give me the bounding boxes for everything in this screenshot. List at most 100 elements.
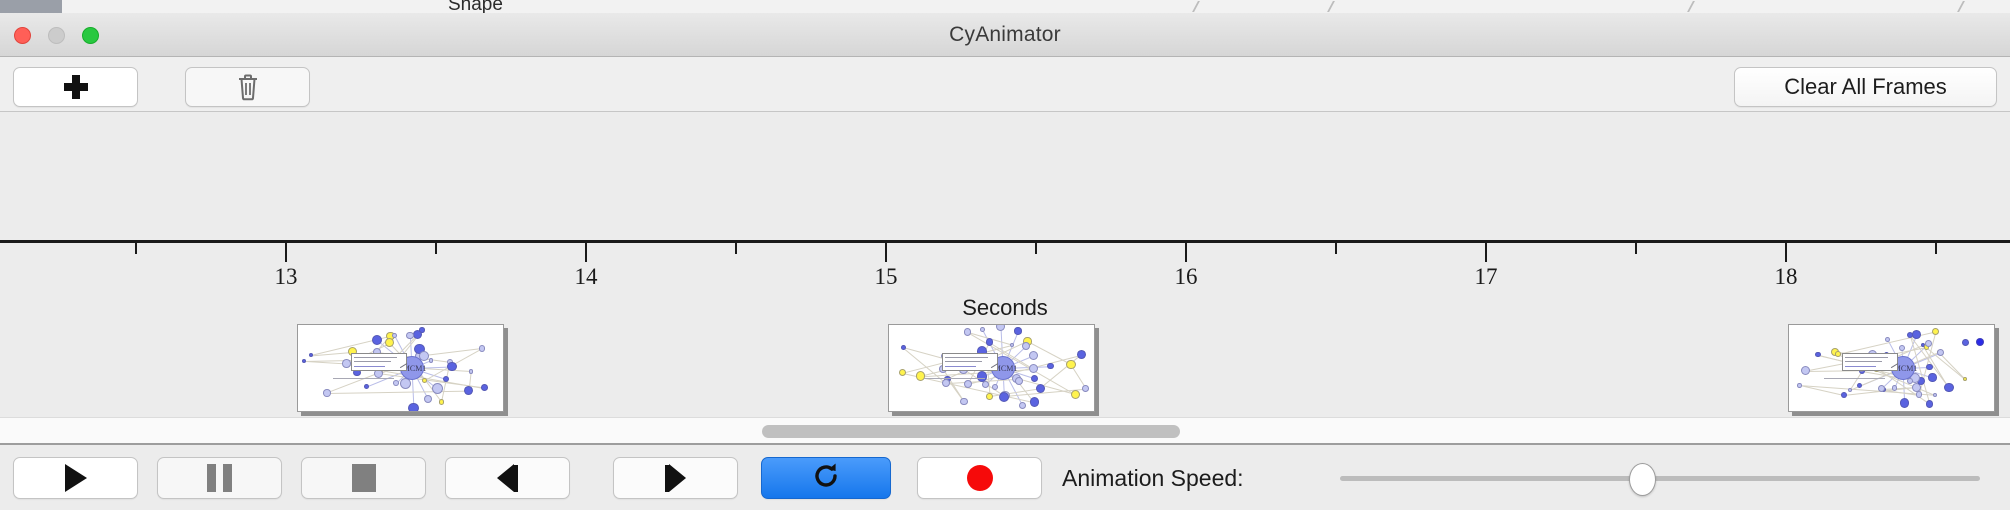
network-node — [464, 386, 474, 395]
axis-tick-label: 14 — [574, 264, 598, 289]
zoom-button[interactable] — [82, 27, 99, 44]
clear-all-frames-button[interactable]: Clear All Frames — [1734, 67, 1997, 107]
axis-tick-label: 17 — [1474, 264, 1498, 289]
network-node — [391, 332, 397, 338]
network-node — [478, 345, 486, 352]
network-node — [1814, 351, 1821, 358]
close-button[interactable] — [14, 27, 31, 44]
background-cell — [716, 0, 977, 13]
network-node — [1077, 350, 1086, 360]
plus-icon — [63, 74, 89, 100]
network-node — [412, 329, 423, 339]
network-node — [1928, 373, 1937, 382]
play-button[interactable] — [13, 457, 138, 499]
network-node — [419, 351, 430, 362]
timeline-panel[interactable]: MCM1 MCM1 MCM1 12 13 14 15 16 17 18 Seconds — [0, 112, 2010, 417]
loop-button[interactable] — [761, 457, 891, 499]
background-cell — [1396, 0, 1607, 13]
network-node — [1066, 359, 1076, 370]
network-node — [1931, 327, 1940, 336]
axis-tick-major — [1785, 243, 1787, 262]
keyframe-thumbnail[interactable]: MCM1 — [888, 324, 1095, 412]
pause-icon — [207, 464, 232, 492]
network-node — [1841, 392, 1847, 399]
background-cell — [1806, 0, 2010, 13]
animation-speed-slider[interactable] — [1340, 457, 1980, 499]
network-node — [1021, 341, 1031, 350]
network-node — [428, 357, 434, 363]
axis-tick-label: 18 — [1774, 264, 1798, 289]
axis-tick-minor — [1335, 243, 1337, 254]
annotation-text-line — [1845, 365, 1877, 367]
network-node — [963, 327, 972, 336]
network-node — [982, 380, 990, 389]
network-node — [1912, 330, 1921, 340]
network-node — [308, 352, 314, 358]
loop-icon — [811, 461, 841, 496]
network-node — [1047, 363, 1054, 370]
network-node — [1028, 363, 1039, 374]
network-node — [468, 368, 474, 374]
network-node — [1847, 387, 1853, 392]
network-node — [422, 377, 428, 383]
playback-controls: Animation Speed: — [0, 447, 2010, 510]
annotation-text-line — [354, 365, 386, 367]
network-node — [1030, 374, 1039, 382]
network-hub-label: MCM1 — [1893, 364, 1918, 373]
network-node — [1898, 344, 1905, 351]
background-cell — [62, 0, 101, 13]
axis-tick-label: 15 — [874, 264, 898, 289]
delete-frame-button[interactable] — [185, 67, 310, 107]
annotation-text-line — [354, 356, 398, 358]
axis-tick-major — [1185, 243, 1187, 262]
timeline-scrollbar-thumb[interactable] — [762, 425, 1180, 438]
add-frame-button[interactable] — [13, 67, 138, 107]
keyframe-thumbnail[interactable]: MCM1 — [297, 324, 504, 412]
network-node — [1070, 389, 1080, 399]
network-node — [986, 392, 994, 400]
slider-track[interactable] — [1340, 476, 1980, 481]
network-node — [1014, 376, 1024, 386]
stop-button[interactable] — [301, 457, 426, 499]
annotation-caption-line — [332, 377, 395, 379]
minimize-button[interactable] — [48, 27, 65, 44]
axis-tick-label: 13 — [274, 264, 298, 289]
skip-to-start-button[interactable] — [445, 457, 570, 499]
axis-tick-major — [1485, 243, 1487, 262]
annotation-caption-line — [923, 377, 986, 379]
record-button[interactable] — [917, 457, 1042, 499]
network-node — [393, 380, 399, 386]
skip-to-end-button[interactable] — [613, 457, 738, 499]
network-node — [1885, 337, 1891, 343]
network-node — [342, 359, 351, 368]
annotation-text-line — [1845, 361, 1883, 363]
background-window-strip: Shape — [0, 0, 2010, 14]
network-node — [1029, 397, 1040, 407]
network-node — [371, 334, 382, 345]
clear-all-frames-label: Clear All Frames — [1784, 74, 1947, 99]
frame-toolbar: Clear All Frames — [0, 57, 2010, 112]
network-node — [1028, 351, 1038, 361]
keyframe-network-image: MCM1 — [1789, 325, 1994, 411]
annotation-text-line — [1845, 356, 1889, 358]
axis-tick-label: 16 — [1174, 264, 1198, 289]
axis-tick-minor — [435, 243, 437, 254]
network-node — [439, 399, 445, 405]
network-node — [1082, 384, 1090, 392]
network-node — [1835, 351, 1841, 357]
network-node — [899, 369, 907, 377]
network-node — [364, 384, 370, 389]
network-node — [1878, 384, 1886, 392]
skip-to-start-icon — [497, 464, 518, 492]
animation-speed-label: Animation Speed: — [1062, 465, 1244, 491]
network-node — [1800, 366, 1811, 376]
keyframe-thumbnail[interactable]: MCM1 — [1788, 324, 1995, 412]
network-node — [431, 382, 443, 395]
pause-button[interactable] — [157, 457, 282, 499]
slider-thumb[interactable] — [1628, 463, 1656, 496]
background-cell — [326, 0, 397, 13]
timeline-scrollbar-track[interactable] — [0, 417, 2010, 445]
axis-tick-major — [585, 243, 587, 262]
network-node — [1933, 392, 1938, 397]
network-node — [447, 361, 457, 372]
